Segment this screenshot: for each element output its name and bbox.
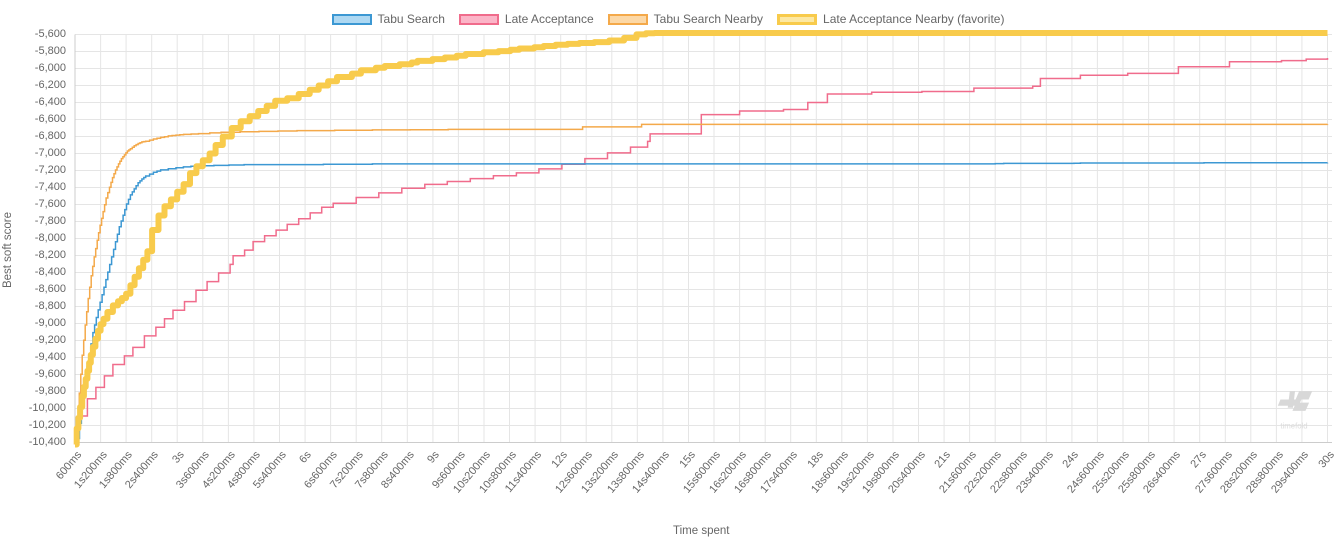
svg-text:timefold: timefold <box>1280 422 1307 431</box>
